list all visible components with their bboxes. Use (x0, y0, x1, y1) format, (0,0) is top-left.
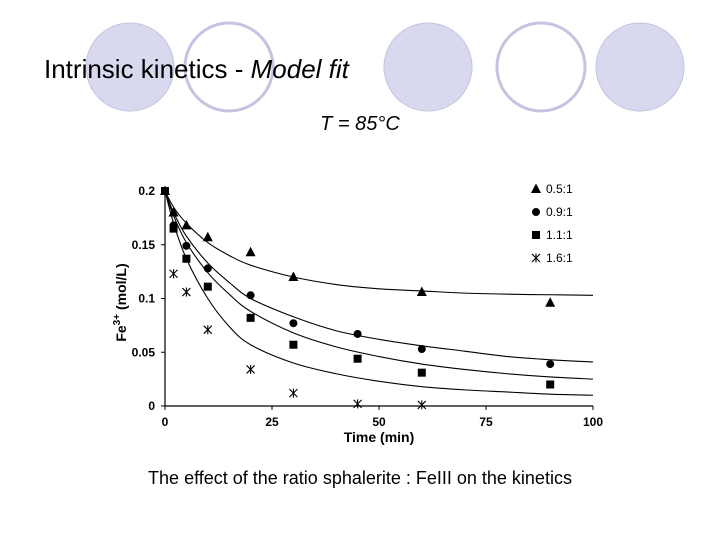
legend-label: 1.1:1 (546, 228, 573, 242)
data-point-star (169, 269, 178, 279)
x-axis-label: Time (min) (344, 429, 415, 445)
decor-circle (183, 21, 275, 113)
decor-circle (383, 22, 473, 112)
data-point-square (182, 254, 191, 263)
data-point-square (289, 340, 298, 349)
data-point-circle (203, 264, 212, 273)
x-tick-label: 25 (265, 415, 279, 429)
data-point-square (203, 282, 212, 291)
data-point-triangle (168, 207, 179, 217)
y-axis-label-base: Fe (113, 325, 129, 342)
y-tick-label: 0 (148, 399, 155, 413)
y-axis-label-superscript: 3+ (112, 314, 123, 326)
data-point-star (182, 287, 191, 297)
data-point-star (203, 325, 213, 335)
data-point-star (417, 400, 427, 410)
slide-title: Intrinsic kinetics - Model fit (44, 54, 349, 85)
data-point-circle (546, 360, 555, 369)
data-point-circle (289, 319, 298, 328)
legend-label: 0.9:1 (546, 205, 573, 219)
data-point-circle (417, 345, 426, 354)
data-point-square (546, 380, 555, 389)
x-tick-label: 50 (372, 415, 386, 429)
data-point-square (169, 224, 178, 233)
y-tick-label: 0.2 (138, 184, 155, 198)
data-point-square (417, 368, 426, 377)
legend-label: 1.6:1 (546, 251, 573, 265)
y-tick-label: 0.1 (138, 292, 155, 306)
data-point-triangle (245, 246, 256, 257)
decor-circle (85, 22, 175, 112)
legend-marker-triangle (531, 183, 541, 193)
legend: 0.5:1 0.9:1 1.1:1 1.6:1 (531, 182, 573, 265)
data-point-square (246, 313, 255, 322)
data-points (160, 185, 556, 410)
data-point-circle (246, 291, 255, 300)
slide-caption: The effect of the ratio sphalerite : FeI… (148, 468, 572, 488)
y-axis-label-unit: (mol/L) (113, 263, 129, 314)
legend-marker-star (531, 253, 541, 263)
x-tick-label: 75 (479, 415, 493, 429)
data-point-square (353, 354, 362, 363)
x-tick-label: 0 (162, 415, 169, 429)
x-tick-label: 100 (583, 415, 603, 429)
legend-marker-square (532, 231, 540, 239)
slide-title-main: Intrinsic kinetics - (44, 54, 251, 84)
data-point-triangle (416, 286, 427, 297)
data-point-circle (182, 241, 191, 250)
temperature-subtitle: T = 85°C (320, 113, 400, 135)
data-point-star (289, 388, 298, 398)
slide-title-italic: Model fit (250, 54, 349, 84)
y-tick-label: 0.05 (132, 345, 156, 359)
legend-marker-circle (532, 208, 540, 216)
data-point-star (246, 364, 255, 374)
data-point-square (161, 187, 169, 195)
data-point-triangle (288, 271, 299, 281)
x-ticks: 0 25 50 75 100 (162, 406, 603, 429)
fit-curve-0-9-1 (164, 190, 594, 363)
data-point-triangle (202, 231, 213, 242)
data-point-triangle (181, 219, 192, 230)
legend-label: 0.5:1 (546, 182, 573, 196)
decor-circle (495, 21, 587, 113)
y-tick-label: 0.15 (132, 238, 156, 252)
data-point-triangle (545, 297, 556, 307)
data-point-star (353, 399, 362, 409)
chart-background (100, 165, 620, 460)
y-axis-label: Fe3+ (mol/L) (112, 263, 129, 341)
kinetics-chart: 0 25 50 75 100 0 0.05 0.1 0.15 0.2 0.5:1 0.9:1 1.1… (100, 165, 620, 460)
data-point-circle (353, 329, 362, 338)
decor-circle (595, 22, 685, 112)
